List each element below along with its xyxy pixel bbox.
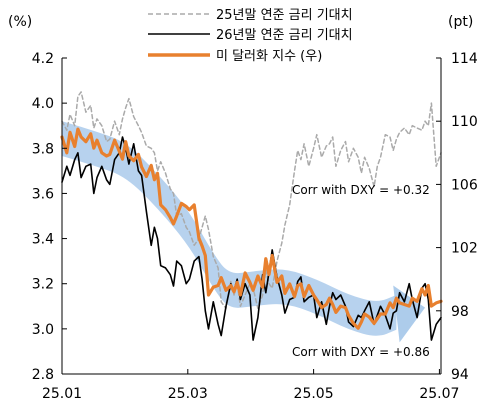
- right-tick-label: 110: [451, 114, 478, 130]
- left-tick-label: 3.6: [32, 186, 54, 202]
- series-line-dxy: [60, 127, 443, 330]
- legend-label-25: 25년말 연준 금리 기대치: [216, 8, 353, 23]
- legend: 25년말 연준 금리 기대치 26년말 연준 금리 기대치 미 달러화 지수 (…: [148, 8, 353, 64]
- right-tick-label: 98: [451, 304, 469, 320]
- x-tick-label: 25.05: [294, 386, 334, 402]
- annotation-corr-lower: Corr with DXY = +0.86: [292, 345, 430, 359]
- right-tick-label: 106: [451, 177, 478, 193]
- right-tick-label: 94: [451, 367, 469, 383]
- x-tick-label: 25.07: [419, 386, 459, 402]
- legend-label-dxy: 미 달러화 지수 (우): [216, 49, 322, 64]
- right-tick-label: 114: [451, 51, 478, 67]
- left-tick-label: 3.8: [32, 141, 54, 157]
- right-axis-unit: (pt): [448, 14, 473, 30]
- right-axis-ticks: 114 110 106 102 98 94: [436, 51, 478, 383]
- left-tick-label: 4.2: [32, 51, 54, 67]
- x-tick-label: 25.03: [168, 386, 208, 402]
- trend-arrow-head: [393, 285, 426, 343]
- series-layer: [60, 91, 443, 341]
- x-axis-ticks: 25.01 25.03 25.05 25.07: [42, 369, 459, 402]
- legend-label-26: 26년말 연준 금리 기대치: [216, 28, 353, 43]
- left-tick-label: 3.0: [32, 322, 54, 338]
- left-tick-label: 3.4: [32, 232, 54, 248]
- left-tick-label: 3.2: [32, 277, 54, 293]
- annotation-corr-upper: Corr with DXY = +0.32: [292, 183, 430, 197]
- left-axis-unit: (%): [8, 14, 32, 30]
- left-axis-ticks: 4.2 4.0 3.8 3.6 3.4 3.2 3.0 2.8: [32, 51, 67, 383]
- left-tick-label: 2.8: [32, 367, 54, 383]
- right-tick-label: 102: [451, 241, 478, 257]
- trend-band: [62, 121, 397, 336]
- x-tick-label: 25.01: [42, 386, 82, 402]
- left-tick-label: 4.0: [32, 96, 54, 112]
